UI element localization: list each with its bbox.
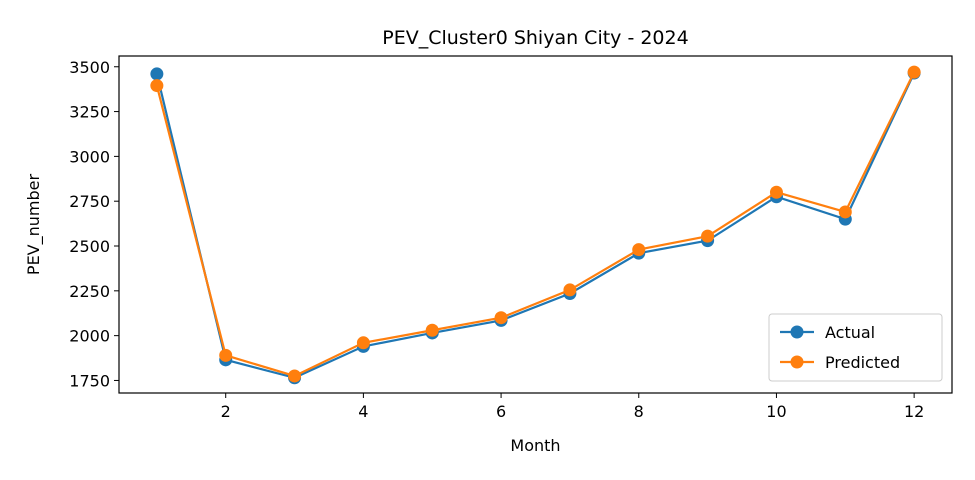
x-tick-label: 10 [766,402,786,421]
x-tick-label: 4 [358,402,368,421]
series-line-predicted [155,71,916,378]
y-tick-label: 2750 [69,192,110,211]
data-point-predicted [769,185,783,199]
data-point-predicted [907,65,921,79]
axes-frame [118,55,953,394]
data-point-actual [150,67,164,81]
data-point-predicted [150,79,164,93]
x-axis-ticks: 2 4 6 8 10 12 [221,393,924,421]
x-tick-label: 6 [496,402,506,421]
y-axis-label: PEV_number [24,174,44,276]
legend: Actual Predicted [768,313,943,382]
y-tick-label: 2000 [69,327,110,346]
data-point-predicted [356,336,370,350]
series-line-actual [155,72,916,379]
legend-marker-actual [790,325,804,339]
y-tick-label: 1750 [69,371,110,390]
legend-box [768,313,943,382]
legend-label-predicted: Predicted [825,353,900,372]
y-tick-label: 2250 [69,282,110,301]
legend-label-actual: Actual [825,323,875,342]
data-point-predicted [425,323,439,337]
x-tick-label: 2 [221,402,231,421]
x-axis-label: Month [510,436,560,455]
data-point-predicted [494,311,508,325]
x-tick-label: 8 [634,402,644,421]
data-point-predicted [288,369,302,383]
data-point-predicted [219,348,233,362]
chart-title: PEV_Cluster0 Shiyan City - 2024 [382,27,688,49]
y-tick-label: 2500 [69,237,110,256]
data-point-predicted [632,243,646,257]
y-tick-label: 3000 [69,147,110,166]
y-tick-label: 3500 [69,58,110,77]
y-axis-ticks: 1750 2000 2250 2500 2750 3000 3250 3500 [69,58,119,390]
data-point-predicted [838,205,852,219]
data-point-predicted [701,229,715,243]
y-tick-label: 3250 [69,103,110,122]
data-point-predicted [563,283,577,297]
legend-marker-predicted [790,355,804,369]
x-tick-label: 12 [904,402,924,421]
plot-area [150,65,921,385]
